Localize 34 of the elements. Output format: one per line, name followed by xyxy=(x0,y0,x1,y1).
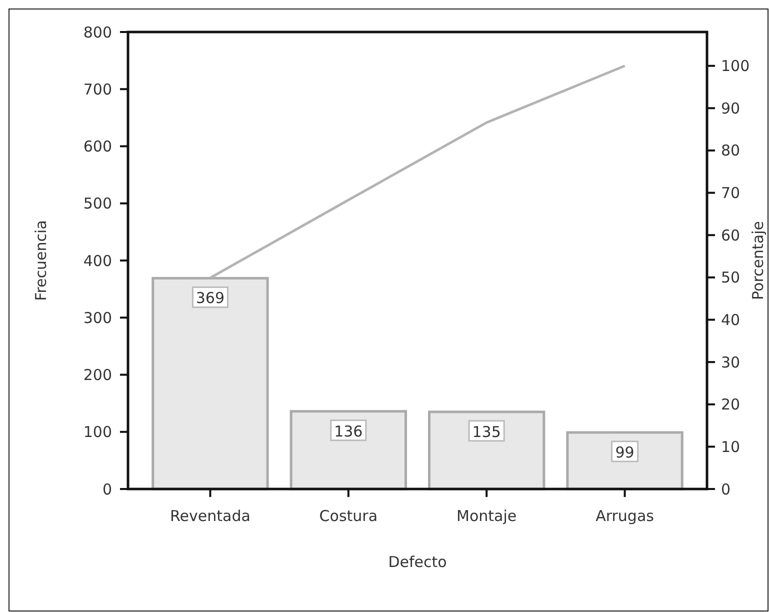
y2-tick-label: 90 xyxy=(721,99,740,118)
y-tick-label: 0 xyxy=(102,480,112,498)
y2-tick-label: 10 xyxy=(721,438,740,456)
y2-tick-label: 80 xyxy=(721,142,740,160)
y2-tick-label: 40 xyxy=(721,310,740,329)
data-label: 135 xyxy=(472,422,501,441)
x-tick-label: Reventada xyxy=(170,507,250,525)
bar xyxy=(566,431,684,490)
x-tick-label: Montaje xyxy=(456,507,517,525)
bar xyxy=(290,410,408,490)
data-label: 369 xyxy=(196,289,225,308)
y2-tick-label: 20 xyxy=(721,396,740,414)
y-tick-label: 500 xyxy=(83,194,112,213)
y-tick-label: 700 xyxy=(83,80,112,98)
y-tick-label: 400 xyxy=(83,252,112,270)
y2-tick-label: 30 xyxy=(721,353,740,372)
y-tick-label: 200 xyxy=(83,366,112,384)
y-tick-label: 100 xyxy=(83,423,112,442)
y2-tick-label: 0 xyxy=(721,480,731,498)
x-tick-label: Costura xyxy=(319,507,378,525)
y-tick-label: 300 xyxy=(83,308,112,327)
bar xyxy=(428,410,546,490)
y2-tick-label: 50 xyxy=(721,268,740,287)
y-tick-label: 800 xyxy=(83,23,112,42)
x-tick-label: Arrugas xyxy=(596,507,654,525)
data-label: 99 xyxy=(615,443,634,462)
y-tick-label: 600 xyxy=(83,138,112,156)
y2-axis-title: Porcentaje xyxy=(749,221,767,300)
data-label: 136 xyxy=(334,422,363,440)
y-axis-title: Frecuencia xyxy=(32,220,50,301)
y2-tick-label: 100 xyxy=(721,57,750,76)
x-axis-title: Defecto xyxy=(388,553,447,571)
y2-tick-label: 70 xyxy=(721,184,740,202)
y2-tick-label: 60 xyxy=(721,226,740,244)
